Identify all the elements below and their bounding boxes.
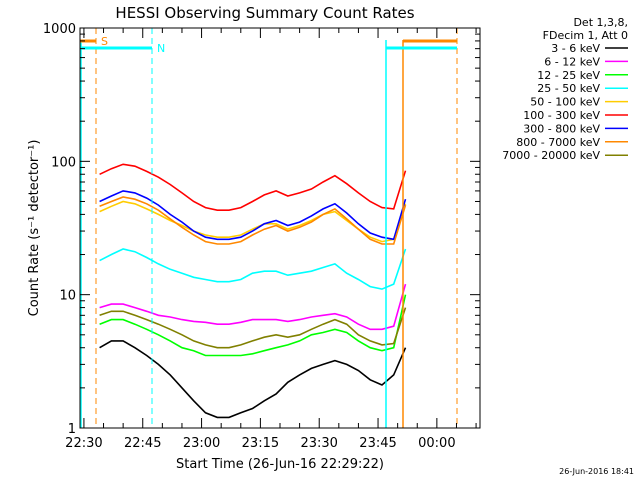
series-line-8 <box>99 307 407 349</box>
series-line-1 <box>99 283 407 331</box>
annotation-layer: SN <box>80 28 458 428</box>
x-tick-label: 00:00 <box>418 436 455 451</box>
y-tick-label: 1 <box>68 422 76 437</box>
x-tick-label: 22:30 <box>65 436 102 451</box>
legend-label: 3 - 6 keV <box>551 42 600 55</box>
y-axis: 1 10 100 1000 <box>43 22 480 437</box>
legend-label: 800 - 7000 keV <box>516 136 600 149</box>
series-line-0 <box>99 340 407 419</box>
legend-header-line-1: Det 1,3,8, <box>573 16 628 29</box>
x-tick-label: 23:00 <box>183 436 220 451</box>
y-tick-label: 1000 <box>43 22 76 37</box>
series-line-3 <box>99 248 407 290</box>
y-tick-label: 100 <box>51 155 76 170</box>
x-axis-label: Start Time (26-Jun-16 22:29:22) <box>176 457 384 472</box>
y-tick-label: 10 <box>59 289 76 304</box>
legend-label: 300 - 800 keV <box>523 122 600 135</box>
series-line-6 <box>99 190 407 241</box>
series-line-7 <box>99 196 407 245</box>
x-tick-label: 23:45 <box>359 436 396 451</box>
x-tick-label: 22:45 <box>124 436 161 451</box>
legend-label: 12 - 25 keV <box>537 69 600 82</box>
series-line-2 <box>99 294 407 357</box>
legend-label: 25 - 50 keV <box>537 82 600 95</box>
legend-label: 100 - 300 keV <box>523 109 600 122</box>
x-tick-label: 23:30 <box>300 436 337 451</box>
attenuator-label: S <box>101 35 108 48</box>
legend-label: 7000 - 20000 keV <box>502 149 600 162</box>
series-line-5 <box>99 163 407 211</box>
series-layer <box>99 163 407 419</box>
x-tick-label: 23:15 <box>242 436 279 451</box>
y-axis-label: Count Rate (s⁻¹ detector⁻¹) <box>27 140 42 317</box>
timestamp: 26-Jun-2016 18:41 <box>559 467 634 476</box>
night-label: N <box>157 42 165 55</box>
plot-area: SN <box>80 28 458 428</box>
legend-header-line-2: FDecim 1, Att 0 <box>543 29 628 42</box>
chart-title: HESSI Observing Summary Count Rates <box>115 4 414 22</box>
legend-label: 50 - 100 keV <box>530 96 600 109</box>
legend-label: 6 - 12 keV <box>544 55 600 68</box>
x-axis: 22:30 22:45 23:00 23:15 23:30 23:45 00:00 <box>65 28 477 451</box>
